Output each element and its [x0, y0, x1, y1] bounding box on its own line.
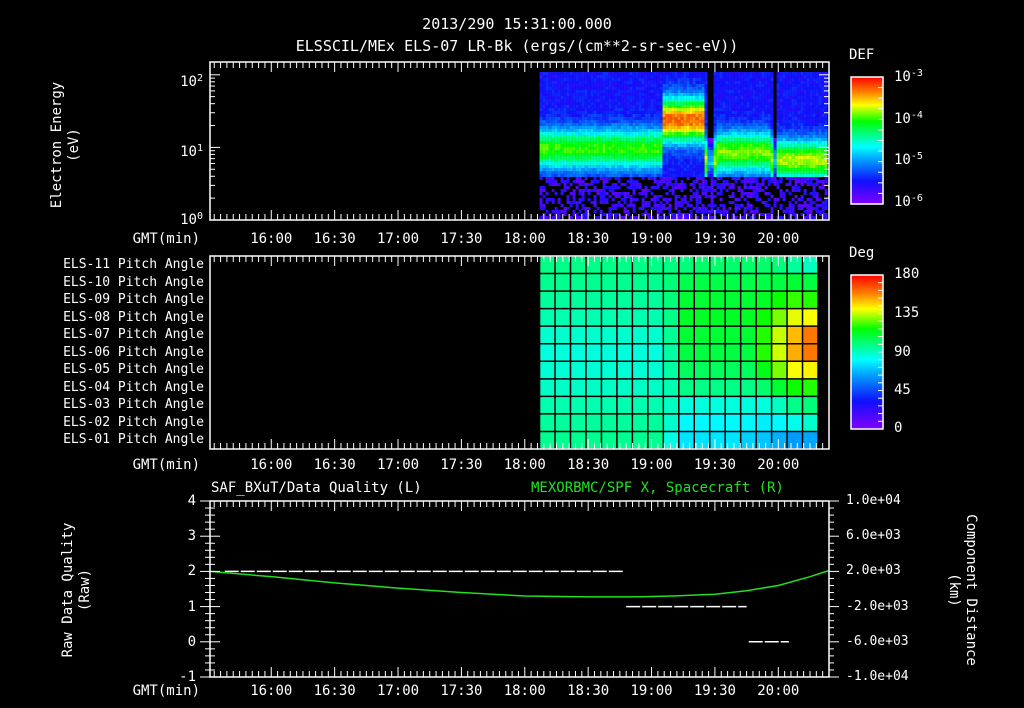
spf-ylabel-line1: Component Distance	[963, 514, 979, 666]
pitch-row-label: ELS-08 Pitch Angle	[63, 309, 204, 325]
deg-cb-label-90: 90	[894, 344, 911, 360]
time-tick-label: 20:00	[757, 457, 800, 473]
deg-colorbar	[850, 274, 884, 430]
time-tick-label: 19:00	[630, 457, 673, 473]
energy-ylabel-line2: (eV)	[66, 128, 82, 162]
def-cb-label-3: 10-5	[894, 151, 923, 168]
time-tick-label: 20:00	[757, 231, 800, 247]
pitch-row-label: ELS-07 Pitch Angle	[63, 327, 204, 343]
time-tick-label: 18:30	[567, 683, 610, 699]
deg-colorbar-title: Deg	[849, 245, 875, 261]
time-tick-label: 16:00	[250, 683, 293, 699]
energy-spectrogram	[539, 72, 828, 219]
energy-ytick-100: 102	[180, 73, 203, 90]
pitch-row-label: ELS-09 Pitch Angle	[63, 292, 204, 308]
time-tick-label: 17:00	[376, 457, 420, 473]
time-tick-label: 17:00	[376, 683, 420, 699]
pitch-row-label: ELS-01 Pitch Angle	[63, 432, 204, 448]
time-tick-label: 19:30	[693, 683, 736, 699]
def-colorbar	[850, 76, 884, 205]
quality-ytick: 4	[187, 493, 196, 509]
time-tick-label: 18:00	[503, 231, 546, 247]
time-tick-label: 19:00	[630, 231, 673, 247]
time-tick-label: 17:30	[440, 231, 483, 247]
quality-plot-lines	[209, 569, 830, 643]
def-cb-label-4: 10-6	[894, 193, 923, 210]
time-axis-label: GMT(min)	[132, 457, 200, 473]
time-tick-label: 16:30	[313, 231, 356, 247]
quality-ytick: 2	[187, 563, 196, 580]
spf-right-title: MEXORBMC/SPF X, Spacecraft (R)	[531, 480, 784, 496]
time-tick-label: 16:30	[313, 457, 356, 473]
def-cb-label-2: 10-4	[894, 110, 923, 127]
time-axis-label: GMT(min)	[132, 231, 200, 247]
quality-ytick: 3	[187, 528, 196, 545]
time-tick-label: 18:00	[503, 683, 546, 699]
time-tick-label: 19:30	[693, 457, 736, 473]
deg-cb-label-45: 45	[894, 382, 911, 398]
quality-ytick: -1	[179, 669, 196, 685]
deg-cb-label-135: 135	[894, 305, 920, 321]
pitch-angle-grid	[538, 255, 819, 450]
quality-ylabel-line1: Raw Data Quality	[60, 522, 76, 658]
plot-subtitle: ELSSCIL/MEx ELS-07 LR-Bk (ergs/(cm**2-sr…	[295, 37, 739, 55]
time-tick-label: 17:30	[440, 683, 483, 699]
spf-ylabel-line2: (km)	[946, 573, 962, 607]
spf-right-ylabel: Component Distance (km)	[945, 514, 979, 666]
pitch-row-label: ELS-11 Pitch Angle	[63, 257, 204, 272]
def-colorbar-title: DEF	[849, 47, 875, 63]
pitch-row-label: ELS-02 Pitch Angle	[63, 414, 204, 430]
spf-ytick: -1.0e+04	[846, 669, 909, 684]
time-tick-label: 16:30	[313, 683, 356, 699]
quality-left-title: SAF_BXuT/Data Quality (L)	[211, 480, 422, 496]
time-tick-label: 18:30	[567, 457, 610, 473]
energy-ylabel: Electron Energy (eV)	[49, 82, 83, 208]
energy-ytick-10: 101	[180, 143, 203, 160]
time-tick-label: 17:00	[376, 231, 420, 247]
energy-ylabel-line1: Electron Energy	[49, 81, 65, 209]
plot-timestamp: 2013/290 15:31:00.000	[422, 15, 612, 33]
spf-ytick: -6.0e+03	[846, 633, 909, 649]
pitch-row-label: ELS-03 Pitch Angle	[63, 397, 204, 413]
time-tick-label: 20:00	[757, 683, 800, 699]
deg-cb-label-180: 180	[894, 266, 920, 282]
energy-ytick-1: 100	[180, 211, 203, 228]
pitch-row-label: ELS-06 Pitch Angle	[63, 344, 204, 360]
time-tick-label: 18:00	[503, 457, 546, 473]
quality-ytick: 0	[187, 633, 196, 650]
time-tick-label: 19:30	[693, 231, 736, 247]
pitch-row-label: ELS-04 Pitch Angle	[63, 379, 204, 395]
time-tick-label: 18:30	[567, 231, 610, 247]
pitch-row-label: ELS-10 Pitch Angle	[63, 274, 204, 290]
spf-ytick: 2.0e+03	[846, 563, 901, 579]
quality-ylabel-line2: (Raw)	[77, 568, 93, 612]
deg-cb-label-0: 0	[894, 420, 903, 436]
time-tick-label: 17:30	[440, 457, 483, 473]
pitch-row-label: ELS-05 Pitch Angle	[63, 362, 204, 378]
spf-ytick: 6.0e+03	[846, 528, 901, 544]
time-axis-label: GMT(min)	[132, 683, 200, 699]
def-cb-label-1: 10-3	[894, 68, 923, 85]
quality-ytick: 1	[187, 598, 196, 615]
axes-frames	[200, 61, 839, 678]
time-tick-label: 19:00	[630, 683, 673, 699]
colorbar-ticks	[878, 76, 883, 430]
quality-left-ylabel: Raw Data Quality (Raw)	[60, 523, 94, 658]
time-tick-label: 16:00	[250, 457, 293, 473]
spf-ytick: -2.0e+03	[846, 598, 909, 614]
spf-ytick: 1.0e+04	[846, 493, 901, 508]
time-tick-label: 16:00	[250, 231, 293, 247]
